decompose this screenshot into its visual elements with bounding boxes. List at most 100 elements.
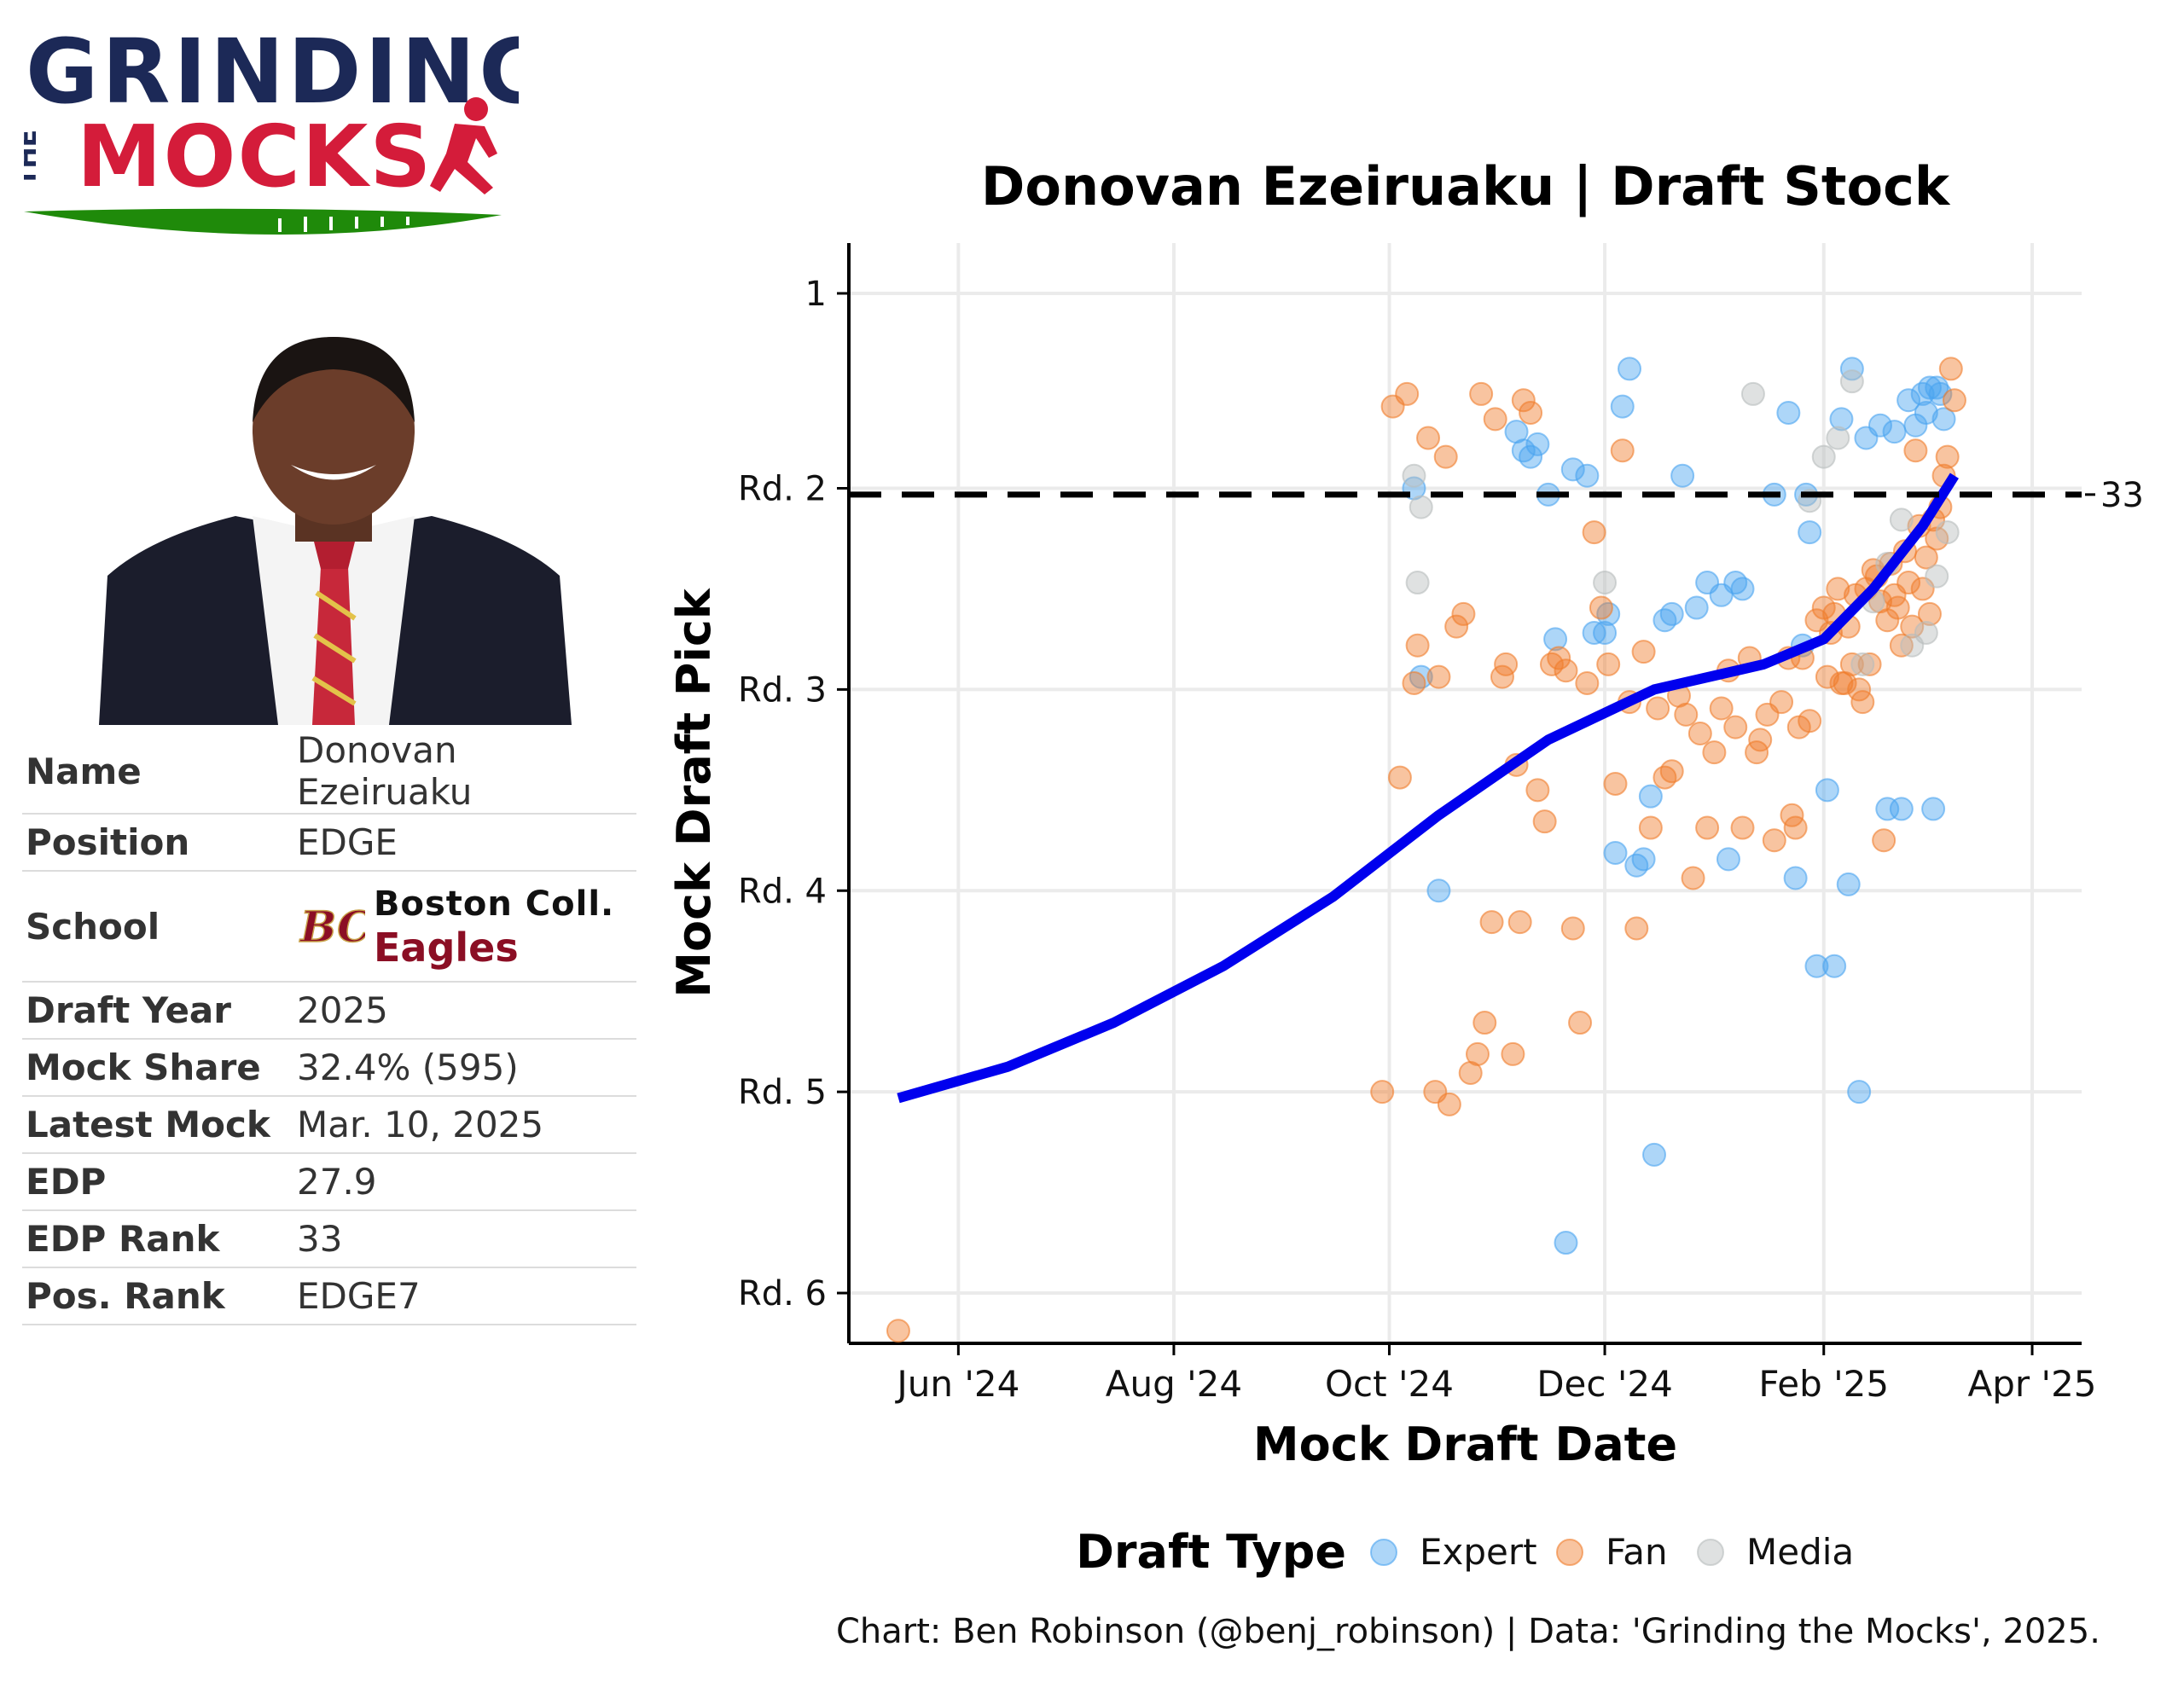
data-point-expert	[1525, 432, 1550, 456]
data-point-fan	[1900, 614, 1925, 639]
data-point-fan	[1624, 916, 1649, 941]
legend-title: Draft Type	[1076, 1525, 1346, 1579]
data-point-expert	[1928, 381, 1953, 406]
data-point-fan	[1511, 388, 1536, 413]
data-point-expert	[1670, 463, 1695, 488]
info-label: School	[22, 871, 293, 983]
info-value: EDGE7	[293, 1267, 636, 1325]
data-point-fan	[1387, 765, 1412, 790]
data-point-fan	[1687, 721, 1712, 745]
data-point-fan	[1702, 740, 1727, 765]
info-value: Mar. 10, 2025	[293, 1096, 636, 1154]
data-point-expert	[1822, 954, 1847, 978]
data-point-fan	[1547, 646, 1571, 670]
data-point-fan	[1826, 577, 1850, 601]
data-point-fan	[1730, 815, 1755, 840]
data-point-fan	[1402, 671, 1426, 695]
data-point-fan	[1416, 426, 1441, 450]
data-point-media	[1889, 507, 1914, 532]
data-point-fan	[1494, 652, 1519, 676]
data-point-fan	[1437, 1092, 1461, 1116]
data-point-expert	[1603, 841, 1628, 866]
data-point-fan	[1507, 910, 1532, 935]
yard-lines	[278, 217, 410, 232]
data-point-media	[1850, 652, 1875, 676]
data-point-media	[1740, 381, 1765, 406]
info-label: Pos. Rank	[22, 1267, 293, 1325]
chart-title: Donovan Ezeiruaku | Draft Stock	[981, 155, 1951, 218]
data-point-fan	[1444, 614, 1469, 639]
data-point-fan	[1433, 444, 1458, 469]
data-point-fan	[1783, 815, 1808, 840]
data-point-fan	[1885, 595, 1910, 620]
data-point-fan	[1465, 1041, 1490, 1066]
reference-line-label: 33	[2100, 476, 2144, 515]
data-point-expert	[1716, 847, 1740, 872]
y-axis-title: Mock Draft Pick	[667, 588, 721, 998]
data-point-fan	[1917, 601, 1942, 626]
data-point-fan	[886, 1319, 910, 1343]
data-point-fan	[1532, 809, 1557, 834]
grinding-the-mocks-logo: GRINDING THE MOCKS	[24, 20, 519, 235]
data-point-media	[1935, 520, 1960, 545]
data-point-expert	[1798, 520, 1822, 545]
school-name: Boston Coll.	[374, 884, 615, 924]
data-point-expert	[1889, 797, 1914, 821]
chart-caption: Chart: Ben Robinson (@benj_robinson) | D…	[836, 1612, 2100, 1651]
player-info-table: Name Donovan Ezeiruaku Position EDGE Schoo…	[22, 729, 636, 1325]
data-point-fan	[1659, 759, 1684, 784]
data-point-fan	[1914, 545, 1938, 570]
data-point-expert	[1426, 878, 1451, 903]
data-point-media	[1914, 621, 1938, 646]
info-label: Name	[22, 729, 293, 815]
data-point-fan	[1709, 696, 1734, 721]
data-point-expert	[1642, 1142, 1667, 1167]
info-label: Position	[22, 814, 293, 872]
data-point-media	[1925, 564, 1949, 589]
info-label: EDP Rank	[22, 1210, 293, 1268]
boston-college-logo: BC	[298, 901, 365, 953]
data-point-fan	[1519, 401, 1543, 426]
x-tick-label: Jun '24	[894, 1363, 1019, 1405]
data-point-expert	[1839, 357, 1864, 381]
info-row-draft-year: Draft Year 2025	[22, 982, 636, 1040]
data-point-expert	[1815, 778, 1839, 803]
y-tick-label: Rd. 2	[738, 469, 827, 508]
data-point-fan	[1942, 388, 1966, 413]
data-point-expert	[1836, 872, 1861, 896]
data-point-expert	[1829, 407, 1854, 432]
info-value: EDGE	[293, 814, 636, 872]
data-point-fan	[1938, 357, 1963, 381]
data-point-fan	[1903, 438, 1928, 463]
info-row-edp: EDP 27.9	[22, 1153, 636, 1211]
data-point-fan	[1748, 728, 1773, 752]
data-point-fan	[1405, 633, 1430, 658]
data-point-fan	[1525, 778, 1550, 803]
data-point-fan	[1501, 1041, 1525, 1066]
data-point-fan	[1872, 828, 1896, 853]
info-row-edp-rank: EDP Rank 33	[22, 1210, 636, 1268]
data-point-fan	[1568, 1011, 1593, 1035]
data-point-fan	[1603, 771, 1628, 796]
data-point-media	[1593, 571, 1618, 595]
info-value: 33	[293, 1210, 636, 1268]
legend-marker-media	[1697, 1539, 1724, 1566]
info-value: Donovan Ezeiruaku	[293, 729, 636, 815]
x-axis-title: Mock Draft Date	[1253, 1418, 1677, 1471]
data-point-expert	[1804, 954, 1829, 978]
info-row-school: School BC Boston Coll. Eagles	[22, 871, 636, 983]
data-point-fan	[1798, 709, 1822, 734]
info-value: 2025	[293, 982, 636, 1040]
data-point-media	[1405, 571, 1430, 595]
data-point-fan	[1469, 381, 1494, 406]
data-point-fan	[1479, 910, 1504, 935]
data-point-fan	[1681, 866, 1705, 890]
data-point-expert	[1593, 621, 1618, 646]
trend-line	[897, 473, 1959, 1104]
legend-marker-fan	[1556, 1539, 1583, 1566]
logo-line2: MOCKS	[77, 107, 433, 206]
y-tick-label: Rd. 6	[738, 1274, 827, 1313]
data-point-fan	[1483, 407, 1507, 432]
data-point-fan	[1582, 520, 1606, 545]
